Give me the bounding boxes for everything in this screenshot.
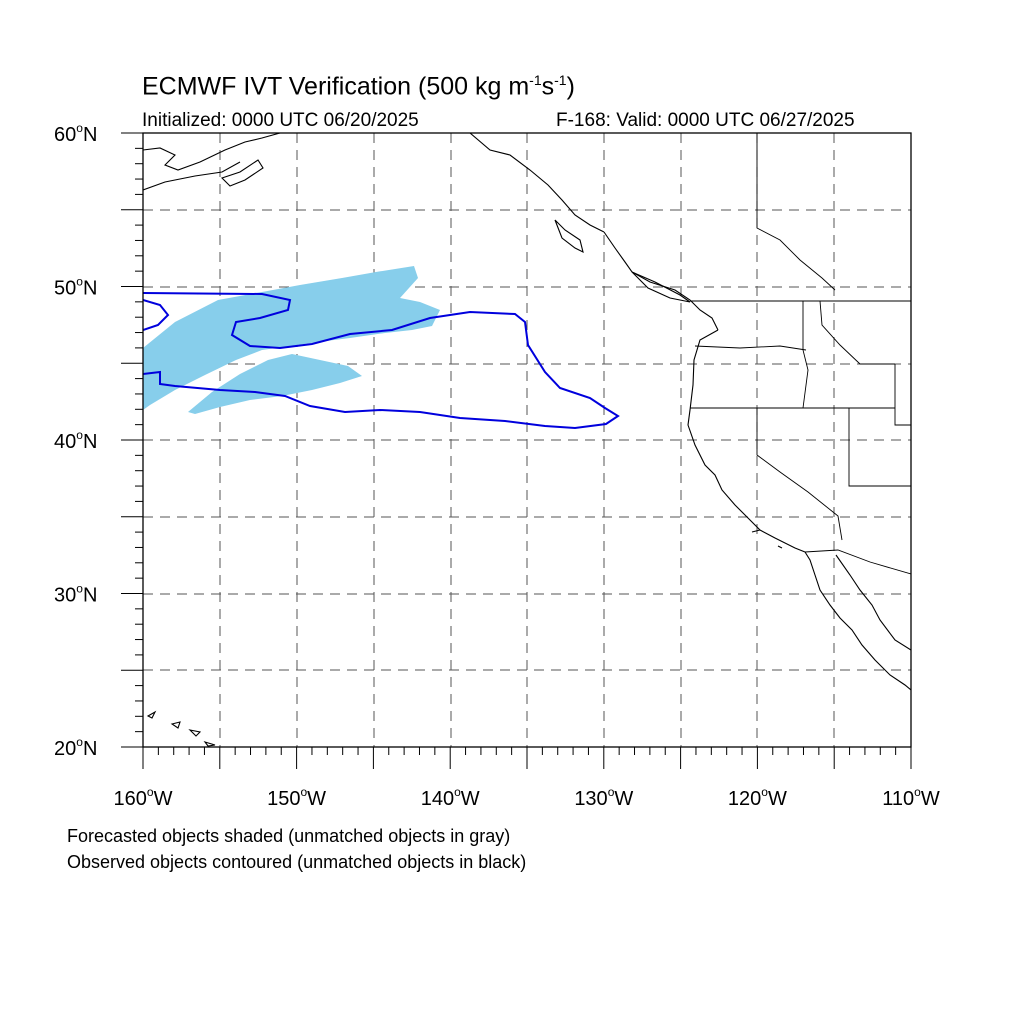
baja-coast <box>804 551 911 691</box>
alaska-coast-lower <box>143 161 241 191</box>
alaska-panhandle <box>469 133 605 233</box>
alaska-islands <box>220 159 264 187</box>
forecast-note: Forecasted objects shaded (unmatched obj… <box>67 826 511 846</box>
lat-label-60: 60oN <box>54 121 97 146</box>
idaho-border <box>802 301 809 409</box>
wyoming-border <box>894 364 911 426</box>
lon-label-130: 130oW <box>574 785 633 810</box>
observed-note: Observed objects contoured (unmatched ob… <box>67 852 527 872</box>
lon-label-110: 110oW <box>882 785 940 810</box>
coastlines <box>143 133 911 747</box>
lat-label-30: 30oN <box>54 582 97 607</box>
lon-label-140: 140oW <box>421 785 480 810</box>
axis-ticks <box>121 132 912 769</box>
idaho-montana <box>819 300 895 365</box>
lat-label-50: 50oN <box>54 275 97 300</box>
us-mexico-border <box>804 549 911 575</box>
hawaii <box>146 710 216 747</box>
initialized-time: Initialized: 0000 UTC 06/20/2025 <box>142 110 419 131</box>
map-grid <box>143 133 911 747</box>
lon-label-160: 160oW <box>114 785 173 810</box>
forecast-object-south <box>188 354 362 414</box>
lon-label-150: 150oW <box>267 785 326 810</box>
channel-islands <box>751 529 783 549</box>
latitude-labels: 60oN 50oN 40oN 30oN 20oN <box>54 121 97 760</box>
lat-label-20: 20oN <box>54 735 97 760</box>
lon-label-120: 120oW <box>728 785 787 810</box>
forecast-objects <box>143 266 440 414</box>
california-nevada <box>756 408 843 541</box>
political-boundaries <box>690 133 911 575</box>
observed-object-contour <box>143 292 620 430</box>
washington-oregon <box>694 345 807 351</box>
bc-alberta-border <box>756 133 836 291</box>
vancouver-island <box>631 271 691 303</box>
lat-label-40: 40oN <box>54 428 97 453</box>
forecast-object-north <box>143 266 440 410</box>
longitude-labels: 160oW 150oW 140oW 130oW 120oW 110oW <box>114 785 940 810</box>
map-title: ECMWF IVT Verification (500 kg m-1s-1) <box>142 72 575 101</box>
valid-time: F-168: Valid: 0000 UTC 06/27/2025 <box>556 110 855 131</box>
alaska-coast <box>143 133 281 171</box>
us-west-coast <box>687 329 806 553</box>
gulf-of-california <box>835 554 911 651</box>
observed-object-contour-west <box>143 299 170 331</box>
bc-coast <box>603 231 719 331</box>
nevada-utah <box>848 408 911 487</box>
bc-islands <box>554 219 584 254</box>
